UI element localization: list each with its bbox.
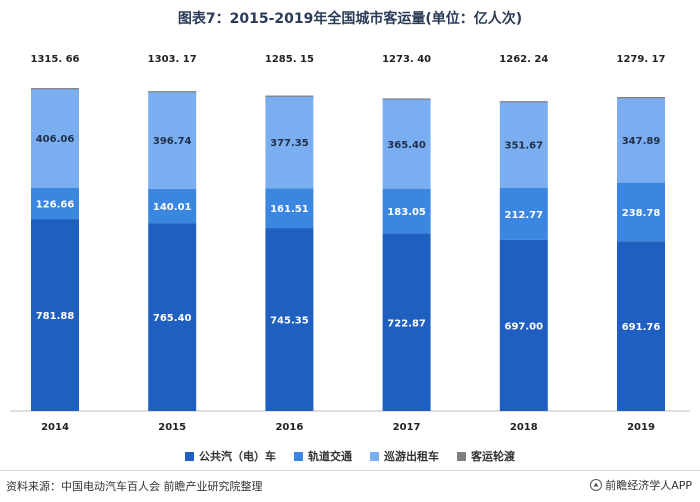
bar-total-label: 1279. 17 (616, 54, 665, 65)
bar-value-label: 126.66 (36, 200, 75, 211)
bar-value-label: 347.89 (622, 136, 661, 147)
legend-item: 轨道交通 (294, 448, 352, 464)
bar-value-label: 691.76 (622, 322, 661, 333)
bar-value-label: 377.35 (270, 138, 309, 149)
x-tick-label: 2019 (627, 422, 655, 433)
bar-segment-2019-0 (617, 241, 665, 411)
bar-segment-2017-2 (382, 98, 431, 189)
bar-value-label: 212.77 (505, 210, 544, 221)
bar-segment-2014-1 (31, 187, 79, 220)
bar-value-label: 781.88 (36, 311, 75, 322)
bar-value-label: 140.01 (153, 202, 192, 213)
bar-segment-2019-1 (617, 182, 665, 242)
bar-value-label: 406.06 (36, 134, 75, 145)
legend-label: 客运轮渡 (471, 450, 515, 463)
bar-value-label: 351.67 (505, 141, 544, 152)
legend-swatch (457, 451, 466, 461)
x-tick-label: 2014 (41, 422, 69, 433)
bar-segment-2017-3 (382, 98, 431, 100)
x-tick-label: 2016 (275, 422, 303, 433)
brand-credit: 前瞻经济学人APP (590, 477, 692, 493)
bar-segment-2016-3 (265, 95, 314, 97)
footer-divider (0, 470, 700, 471)
bar-value-label: 745.35 (270, 316, 309, 327)
x-tick-label: 2018 (510, 422, 538, 433)
bar-segment-2014-0 (31, 219, 79, 411)
bar-segment-2018-1 (499, 187, 548, 240)
bar-value-label: 365.40 (387, 140, 426, 151)
bar-segment-2016-0 (265, 228, 314, 411)
bar-total-label: 1285. 15 (265, 54, 314, 65)
legend-item: 客运轮渡 (457, 448, 515, 464)
bar-segment-2016-2 (265, 95, 314, 189)
bar-segment-2017-0 (382, 233, 431, 411)
bar-segment-2018-3 (499, 101, 548, 103)
bar-segment-2018-0 (499, 239, 548, 411)
bar-value-label: 396.74 (153, 136, 192, 147)
brand-label: 前瞻经济学人APP (605, 479, 692, 492)
bar-segment-2019-3 (617, 97, 665, 99)
bar-segment-2018-2 (499, 101, 548, 188)
bar-segment-2017-1 (382, 188, 431, 234)
bar-value-label: 238.78 (622, 208, 661, 219)
bar-total-label: 1315. 66 (30, 54, 79, 65)
bar-segment-2015-1 (148, 188, 197, 224)
legend-swatch (185, 451, 194, 461)
bar-segment-2019-2 (617, 97, 665, 183)
legend-label: 轨道交通 (308, 450, 352, 463)
bar-value-label: 765.40 (153, 313, 192, 324)
bar-segment-2015-0 (148, 223, 197, 411)
bar-total-label: 1262. 24 (499, 54, 548, 65)
source-note: 资料来源：中国电动汽车百人会 前瞻产业研究院整理 (6, 480, 263, 493)
bar-segment-2014-2 (31, 88, 79, 188)
bar-segment-2014-3 (31, 88, 79, 90)
legend-item: 公共汽（电）车 (185, 448, 276, 464)
bar-total-label: 1303. 17 (148, 54, 197, 65)
brand-logo-icon (590, 479, 603, 491)
legend-swatch (294, 451, 303, 461)
chart-title: 图表7：2015-2019年全国城市客运量(单位：亿人次) (177, 11, 523, 27)
x-tick-label: 2017 (393, 422, 421, 433)
bar-segment-2015-2 (148, 91, 197, 189)
stacked-bar-chart: 781.88 126.66 406.06 1315. 66 2014 765.40 140.… (10, 54, 690, 433)
labels-group: 781.88 126.66 406.06 1315. 66 2014 765.40 140.… (30, 54, 665, 433)
chart-legend: 公共汽（电）车 轨道交通 巡游出租车 客运轮渡 (0, 447, 700, 465)
legend-swatch (370, 451, 379, 461)
bar-value-label: 161.51 (270, 204, 309, 215)
bar-value-label: 697.00 (505, 321, 544, 332)
bar-value-label: 183.05 (387, 207, 426, 218)
legend-label: 巡游出租车 (384, 450, 439, 463)
bar-segment-2016-1 (265, 188, 314, 229)
bar-value-label: 722.87 (387, 318, 426, 329)
bars-group (31, 88, 665, 411)
x-tick-label: 2015 (158, 422, 186, 433)
bar-total-label: 1273. 40 (382, 54, 431, 65)
bar-segment-2015-3 (148, 91, 197, 93)
legend-label: 公共汽（电）车 (199, 450, 276, 463)
legend-item: 巡游出租车 (370, 448, 439, 464)
